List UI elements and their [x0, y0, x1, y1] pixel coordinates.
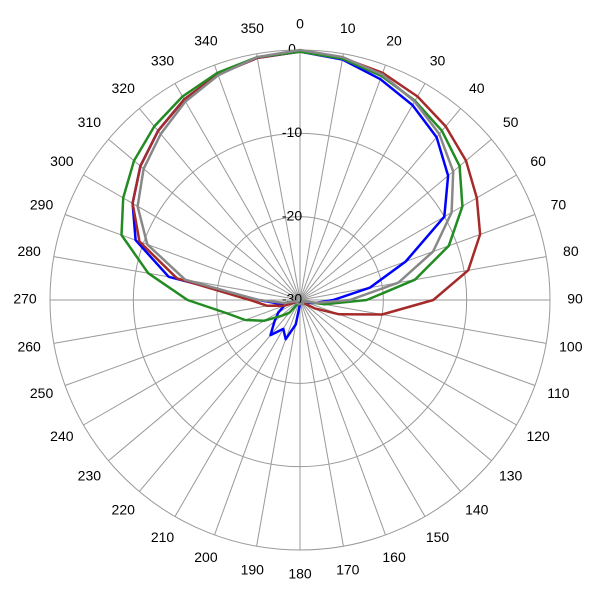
angle-label: 20	[386, 32, 402, 48]
angle-label: 250	[30, 385, 54, 401]
angle-label: 290	[30, 197, 54, 213]
radial-label: -20	[282, 207, 302, 223]
angle-label: 320	[112, 80, 136, 96]
angle-label: 340	[194, 32, 218, 48]
angle-label: 140	[465, 501, 489, 517]
spoke	[299, 299, 517, 426]
spoke	[299, 214, 536, 301]
spoke	[53, 299, 301, 344]
spoke	[174, 299, 301, 517]
spoke	[299, 83, 426, 301]
angle-label: 10	[340, 20, 356, 36]
angle-label: 170	[336, 562, 360, 578]
spoke	[299, 299, 344, 547]
angle-label: 70	[551, 197, 567, 213]
spoke	[214, 64, 301, 301]
angle-label: 230	[78, 467, 102, 483]
angle-label: 200	[194, 549, 218, 565]
spoke	[299, 256, 547, 301]
angle-label: 150	[426, 529, 450, 545]
spoke	[299, 174, 517, 301]
spoke	[299, 53, 344, 301]
series-line	[136, 48, 455, 306]
spoke	[299, 299, 462, 492]
angle-label: 50	[503, 114, 519, 130]
spoke	[299, 299, 386, 536]
spoke	[299, 299, 492, 462]
angle-label: 210	[151, 529, 175, 545]
spoke	[299, 299, 547, 344]
angle-label: 190	[241, 562, 265, 578]
angle-label: 100	[559, 338, 583, 354]
spoke	[299, 64, 386, 301]
angle-label: 40	[469, 80, 485, 96]
angle-label: 220	[112, 501, 136, 517]
angle-label: 270	[13, 291, 37, 307]
series-line	[131, 50, 482, 316]
radial-label: 0	[288, 41, 296, 57]
angle-label: 160	[382, 549, 406, 565]
spoke	[64, 214, 301, 301]
spoke	[256, 53, 301, 301]
angle-label: 60	[530, 153, 546, 169]
angle-label: 90	[567, 291, 583, 307]
angle-label: 80	[563, 243, 579, 259]
angle-label: 120	[526, 428, 550, 444]
spoke	[138, 299, 301, 492]
radial-label: -10	[282, 124, 302, 140]
angle-label: 0	[296, 16, 304, 32]
angle-label: 310	[78, 114, 102, 130]
spoke	[138, 108, 301, 301]
angle-label: 280	[17, 243, 41, 259]
spoke	[64, 299, 301, 386]
angle-label: 180	[288, 566, 312, 582]
spoke	[108, 299, 301, 462]
angle-label: 130	[499, 467, 523, 483]
angle-label: 300	[50, 153, 74, 169]
spoke	[299, 299, 426, 517]
angle-label: 330	[151, 53, 175, 69]
angle-label: 350	[241, 20, 265, 36]
spoke	[174, 83, 301, 301]
spoke	[83, 174, 301, 301]
spoke	[256, 299, 301, 547]
spoke	[299, 108, 462, 301]
angle-label: 240	[50, 428, 74, 444]
angle-label: 260	[17, 338, 41, 354]
angle-label: 30	[430, 53, 446, 69]
angle-label: 110	[547, 385, 570, 401]
